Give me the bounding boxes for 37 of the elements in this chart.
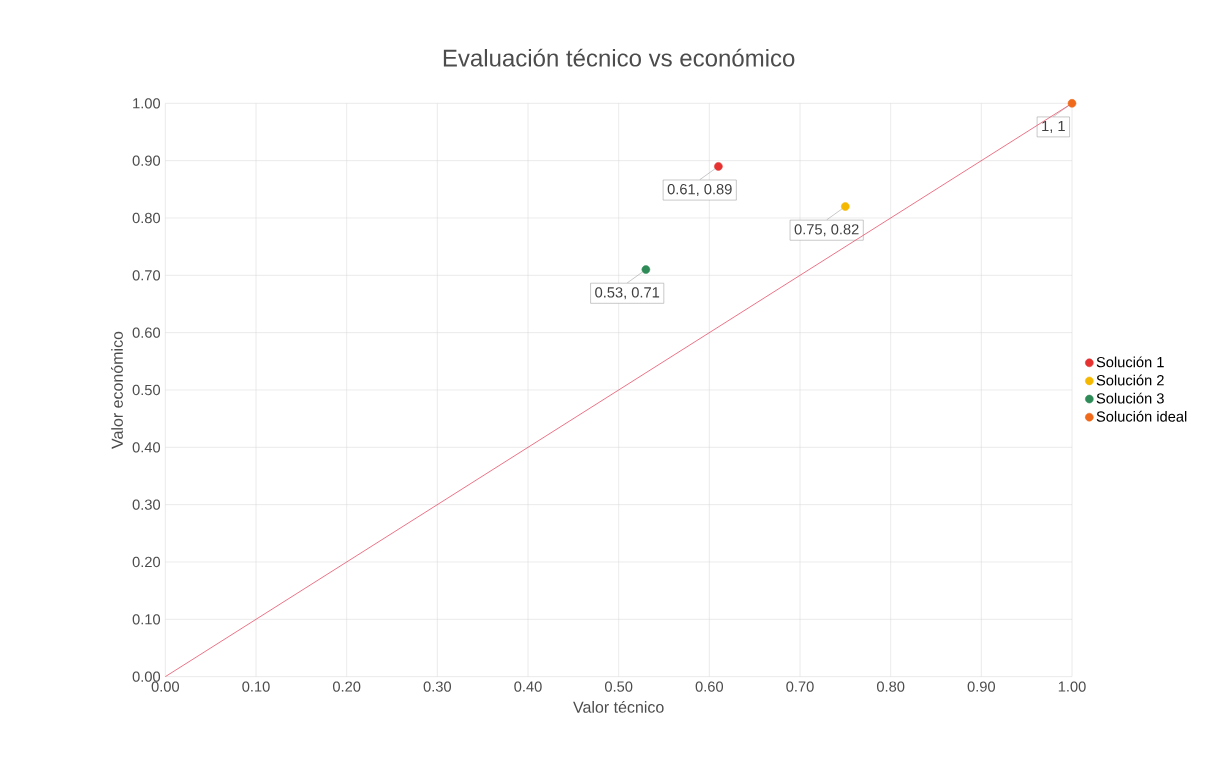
y-tick-label: 0.90 — [132, 155, 161, 166]
chart-title: Evaluación técnico vs económico — [443, 48, 795, 67]
x-tick-label: 0.60 — [695, 681, 724, 692]
x-tick-label: 0.40 — [514, 681, 542, 692]
point — [1067, 99, 1077, 108]
x-tick-label: 1.00 — [1058, 681, 1086, 692]
y-tick-label: 0.60 — [132, 327, 161, 338]
x-tick-label: 0.50 — [604, 681, 633, 692]
x-axis-title: Valor técnico — [573, 700, 664, 713]
legend-label: Solución 3 — [1096, 392, 1164, 404]
data-label: 0.75, 0.82 — [794, 224, 859, 237]
x-tick-label: 0.10 — [242, 681, 270, 692]
legend-label: Solución 1 — [1096, 356, 1164, 368]
x-tick-label: 0.70 — [786, 681, 814, 692]
data-label: 1, 1 — [1042, 120, 1065, 133]
y-tick-label: 0.10 — [132, 614, 161, 625]
legend-label: Solución 2 — [1096, 374, 1164, 386]
y-tick-label: 0.50 — [132, 384, 161, 396]
x-tick-label: 0.80 — [876, 681, 905, 692]
data-label: 0.61, 0.89 — [667, 184, 732, 197]
y-tick-label: 1.00 — [133, 98, 161, 109]
x-tick-label: 0.30 — [423, 681, 452, 692]
legend-label: Solución ideal — [1096, 410, 1187, 422]
x-tick-label: 0.90 — [967, 681, 996, 692]
y-tick-label: 0.30 — [132, 499, 161, 510]
y-tick-label: 0.40 — [132, 442, 161, 453]
y-tick-label: 0.80 — [132, 212, 161, 224]
y-tick-label: 0.00 — [132, 671, 161, 682]
y-axis-title: Valor económico — [111, 331, 123, 449]
x-tick-label: 0.20 — [332, 681, 361, 692]
data-label: 0.53, 0.71 — [595, 287, 660, 300]
point — [841, 202, 850, 211]
x-tick-label: 0.00 — [151, 681, 180, 692]
y-tick-label: 0.20 — [132, 556, 161, 568]
point — [714, 162, 723, 171]
y-tick-label: 0.70 — [132, 270, 161, 281]
point — [641, 265, 651, 274]
